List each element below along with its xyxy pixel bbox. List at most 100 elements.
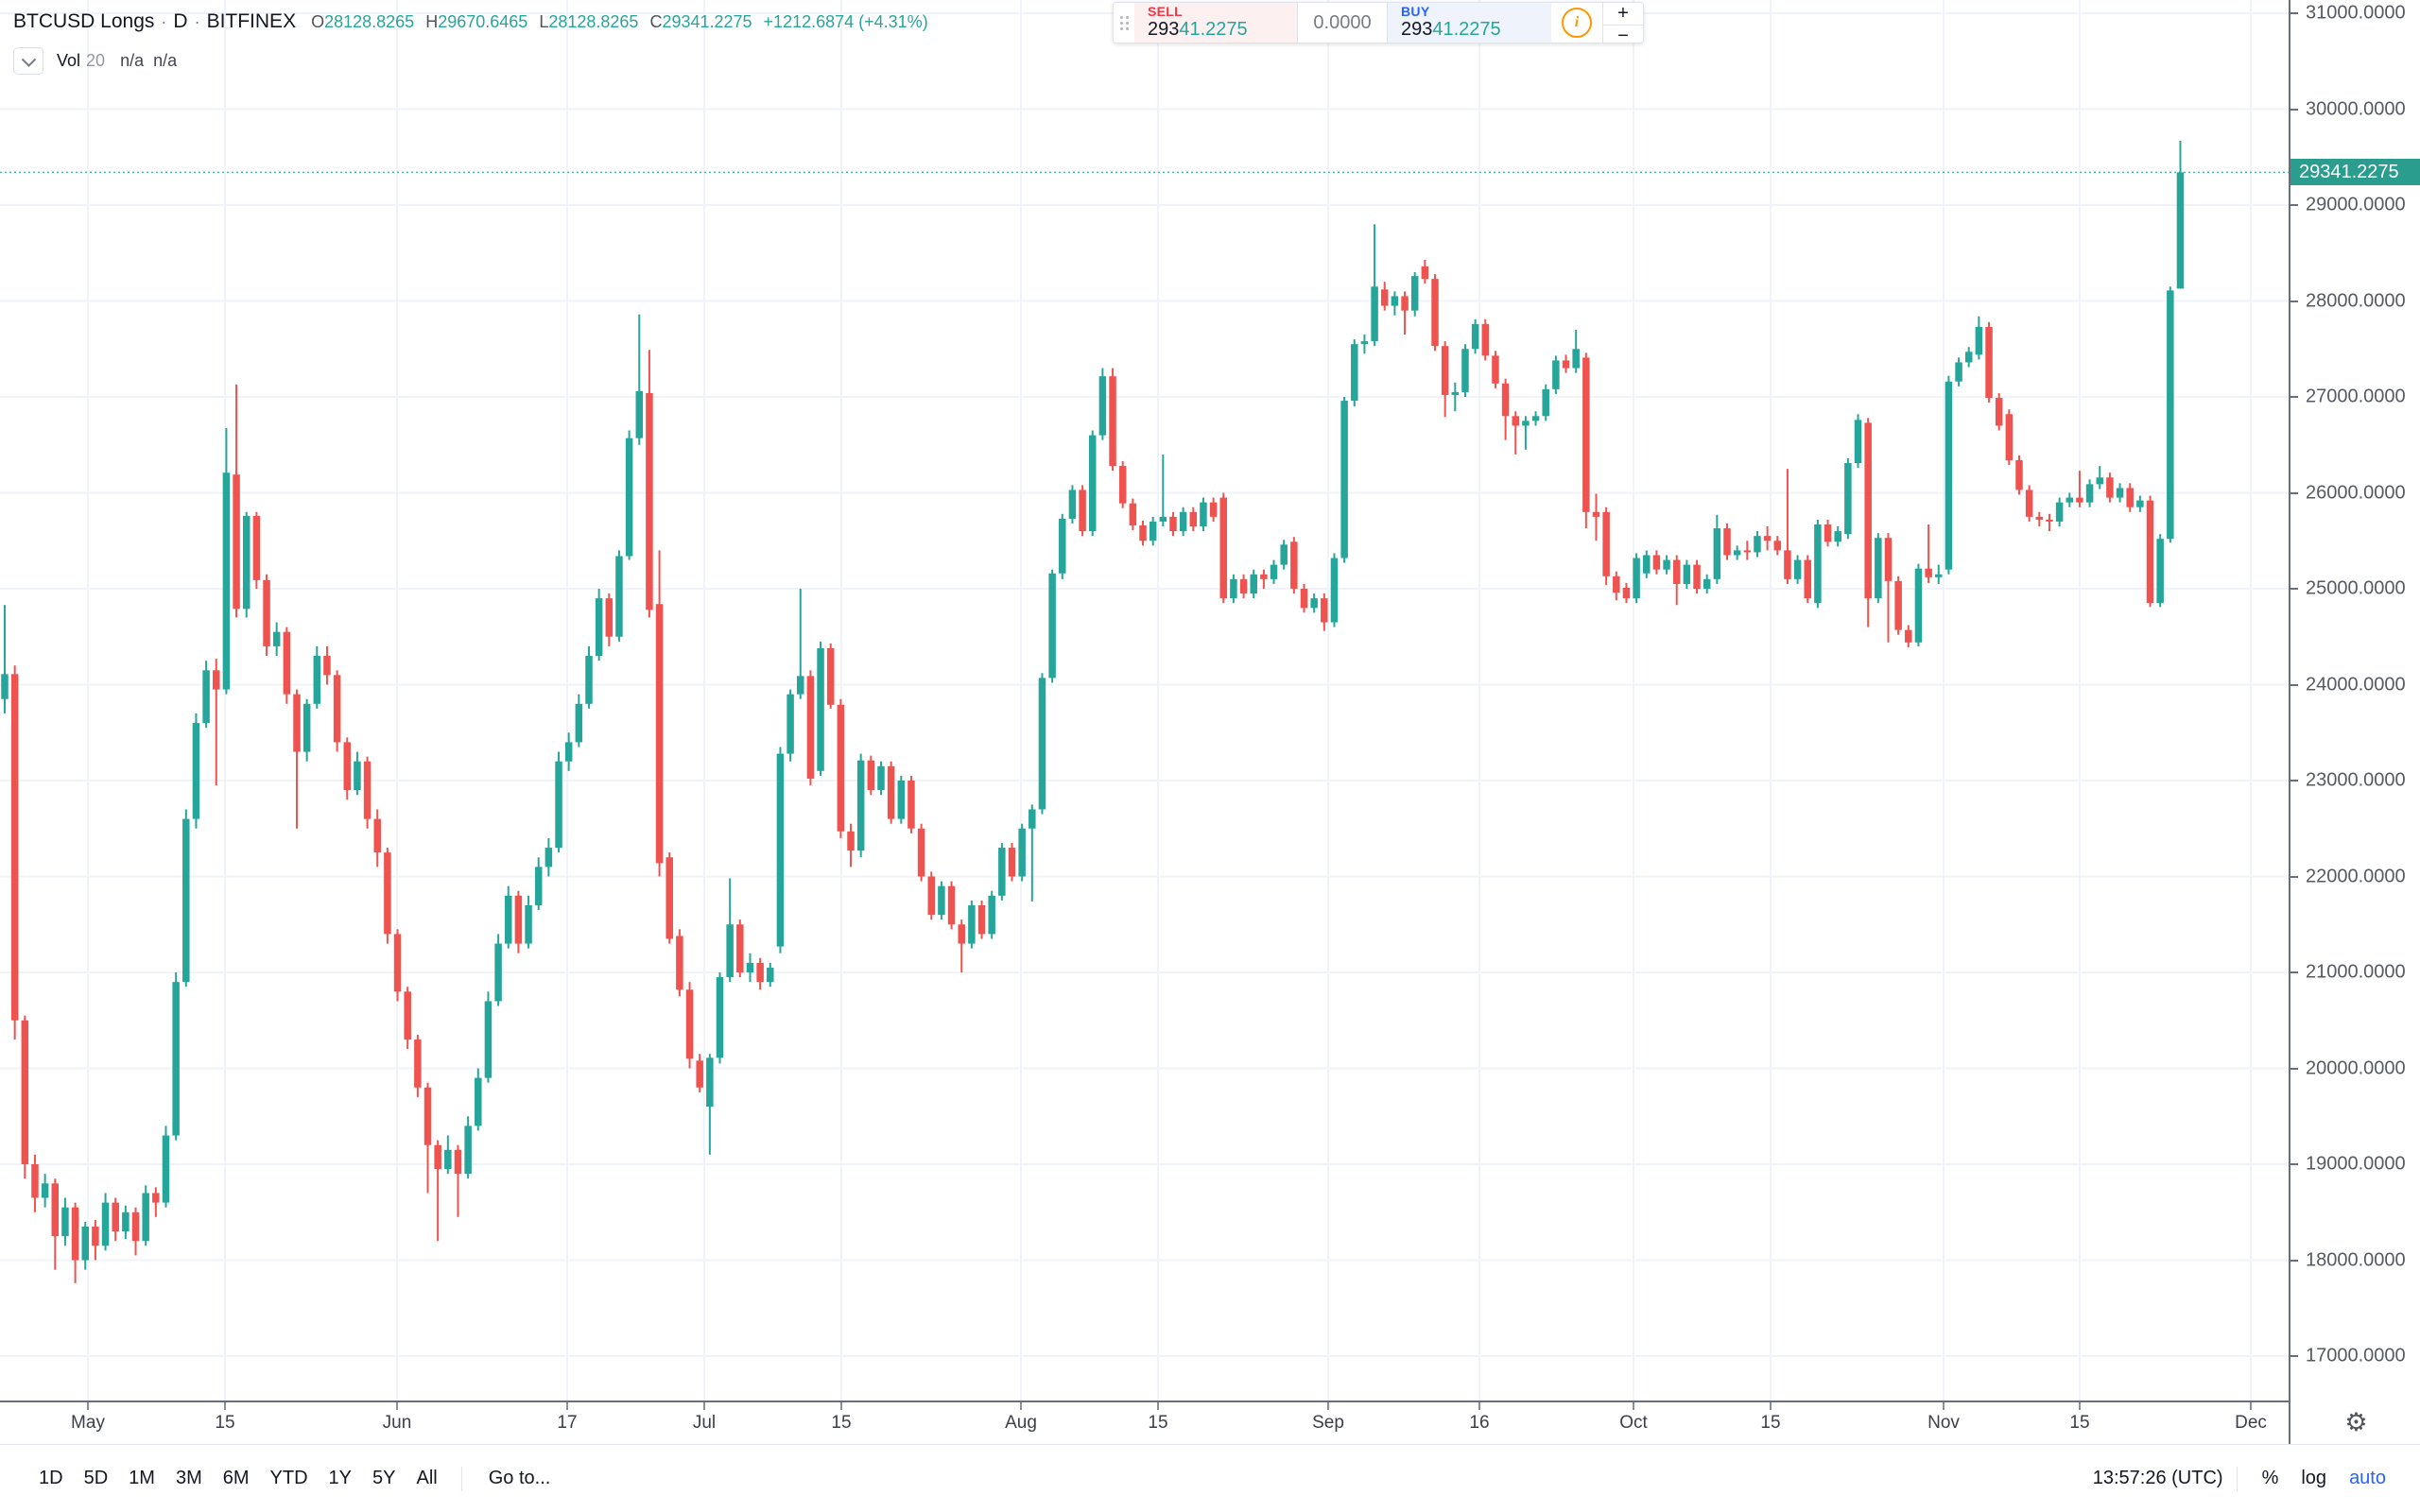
quantity-stepper: + −	[1602, 3, 1643, 43]
candle-body	[1371, 286, 1378, 342]
price-tick	[2290, 108, 2298, 111]
chevron-down-icon	[21, 51, 36, 67]
candle-body	[2167, 290, 2174, 540]
info-icon[interactable]: i	[1562, 8, 1592, 38]
sell-button[interactable]: SELL 29341.2275	[1134, 3, 1297, 43]
increase-quantity-button[interactable]: +	[1603, 3, 1643, 25]
candle-body	[293, 694, 301, 752]
candle-body	[685, 989, 694, 1059]
buy-button[interactable]: BUY 29341.2275	[1387, 3, 1550, 43]
time-label: Jun	[382, 1413, 412, 1433]
candle-body	[1118, 466, 1127, 504]
time-label: May	[71, 1413, 105, 1433]
candle-body	[1693, 564, 1701, 589]
candle-wick	[215, 659, 217, 786]
candle-body	[484, 1001, 493, 1078]
log-scale-toggle[interactable]: log	[2301, 1468, 2327, 1488]
time-label: 16	[1469, 1413, 1490, 1433]
sell-label: SELL	[1148, 4, 1183, 19]
candle-body	[2035, 516, 2044, 520]
candle-body	[958, 924, 965, 944]
interval-label[interactable]: D	[173, 10, 188, 32]
candle-body	[595, 598, 603, 657]
candle-body	[605, 598, 614, 637]
candle-body	[1652, 555, 1661, 570]
range-button-5d[interactable]: 5D	[83, 1468, 109, 1488]
candle-body	[2025, 490, 2033, 517]
candle-body	[1280, 544, 1288, 565]
clock[interactable]: 13:57:26 (UTC)	[2092, 1468, 2223, 1488]
candle-body	[575, 703, 583, 743]
candles-canvas	[0, 0, 2289, 1400]
time-axis[interactable]: May 15 Jun 17 Jul 15 Aug 15 Sep 16 Oct 15 Nov 15 Dec	[0, 1400, 2289, 1446]
candle-body	[1351, 344, 1358, 402]
price-axis[interactable]: 31000.0000 30000.0000 29000.0000 28000.0000…	[2289, 0, 2420, 1400]
drag-handle-icon[interactable]	[1114, 3, 1134, 43]
candle-body	[564, 742, 573, 762]
price-label: 22000.0000	[2306, 866, 2406, 886]
candle-body	[867, 760, 875, 791]
symbol-name[interactable]: BTCUSD Longs	[13, 10, 155, 32]
range-button-ytd[interactable]: YTD	[269, 1468, 308, 1488]
price-tick	[2290, 300, 2298, 302]
candle-body	[897, 781, 906, 819]
price-tick	[2290, 204, 2298, 206]
candle-body	[1068, 490, 1077, 519]
candle-body	[1189, 511, 1198, 527]
candle-body	[887, 765, 895, 819]
candle-body	[1613, 576, 1620, 593]
candle-body	[1945, 381, 1953, 570]
candle-body	[1995, 398, 2003, 426]
legend-expand-button[interactable]	[13, 46, 43, 75]
candle-body	[272, 631, 281, 646]
candle-body	[1723, 528, 1731, 556]
time-tick	[1327, 1402, 1329, 1410]
candle-body	[1340, 401, 1348, 558]
candle-body	[2126, 488, 2134, 507]
candle-body	[1270, 564, 1278, 579]
range-button-6m[interactable]: 6M	[222, 1468, 250, 1488]
candle-body	[666, 857, 673, 939]
price-label: 20000.0000	[2306, 1057, 2406, 1078]
candle-body	[1914, 568, 1923, 643]
candle-body	[444, 1149, 452, 1170]
candle-body	[1088, 435, 1097, 532]
candle-body	[1884, 538, 1893, 581]
candle-body	[676, 936, 683, 990]
candle-body	[393, 934, 402, 992]
auto-scale-toggle[interactable]: auto	[2349, 1468, 2386, 1488]
gear-icon[interactable]: ⚙	[2344, 1407, 2368, 1436]
range-button-3m[interactable]: 3M	[175, 1468, 202, 1488]
candle-body	[1048, 573, 1056, 679]
candle-body	[21, 1020, 29, 1164]
range-button-1y[interactable]: 1Y	[328, 1468, 353, 1488]
candle-body	[61, 1207, 69, 1237]
candle-body	[1793, 559, 1802, 579]
range-button-1m[interactable]: 1M	[129, 1468, 155, 1488]
candle-body	[1633, 558, 1640, 599]
candle-body	[1018, 828, 1026, 877]
goto-button[interactable]: Go to...	[488, 1468, 551, 1488]
candle-body	[1330, 558, 1339, 623]
candle-body	[152, 1193, 160, 1203]
candle-body	[404, 991, 411, 1040]
candle-body	[2076, 497, 2083, 503]
candle-body	[1522, 421, 1530, 426]
candle-body	[1209, 502, 1218, 517]
range-button-1d[interactable]: 1D	[39, 1468, 63, 1488]
sell-price: 29341.2275	[1148, 19, 1248, 40]
candle-body	[2096, 477, 2103, 485]
quantity-input[interactable]: 0.0000	[1297, 3, 1387, 43]
candle-body	[333, 675, 341, 743]
price-label: 26000.0000	[2306, 482, 2406, 503]
candle-body	[1451, 391, 1460, 395]
range-button-all[interactable]: All	[416, 1468, 438, 1488]
candle-body	[1038, 678, 1046, 810]
candlestick-chart[interactable]	[0, 0, 2289, 1400]
percent-scale-toggle[interactable]: %	[2261, 1468, 2279, 1488]
range-button-5y[interactable]: 5Y	[372, 1468, 396, 1488]
decrease-quantity-button[interactable]: −	[1603, 25, 1643, 43]
candle-body	[2005, 414, 2014, 460]
candle-wick	[960, 919, 963, 972]
candle-wick	[1524, 416, 1527, 450]
